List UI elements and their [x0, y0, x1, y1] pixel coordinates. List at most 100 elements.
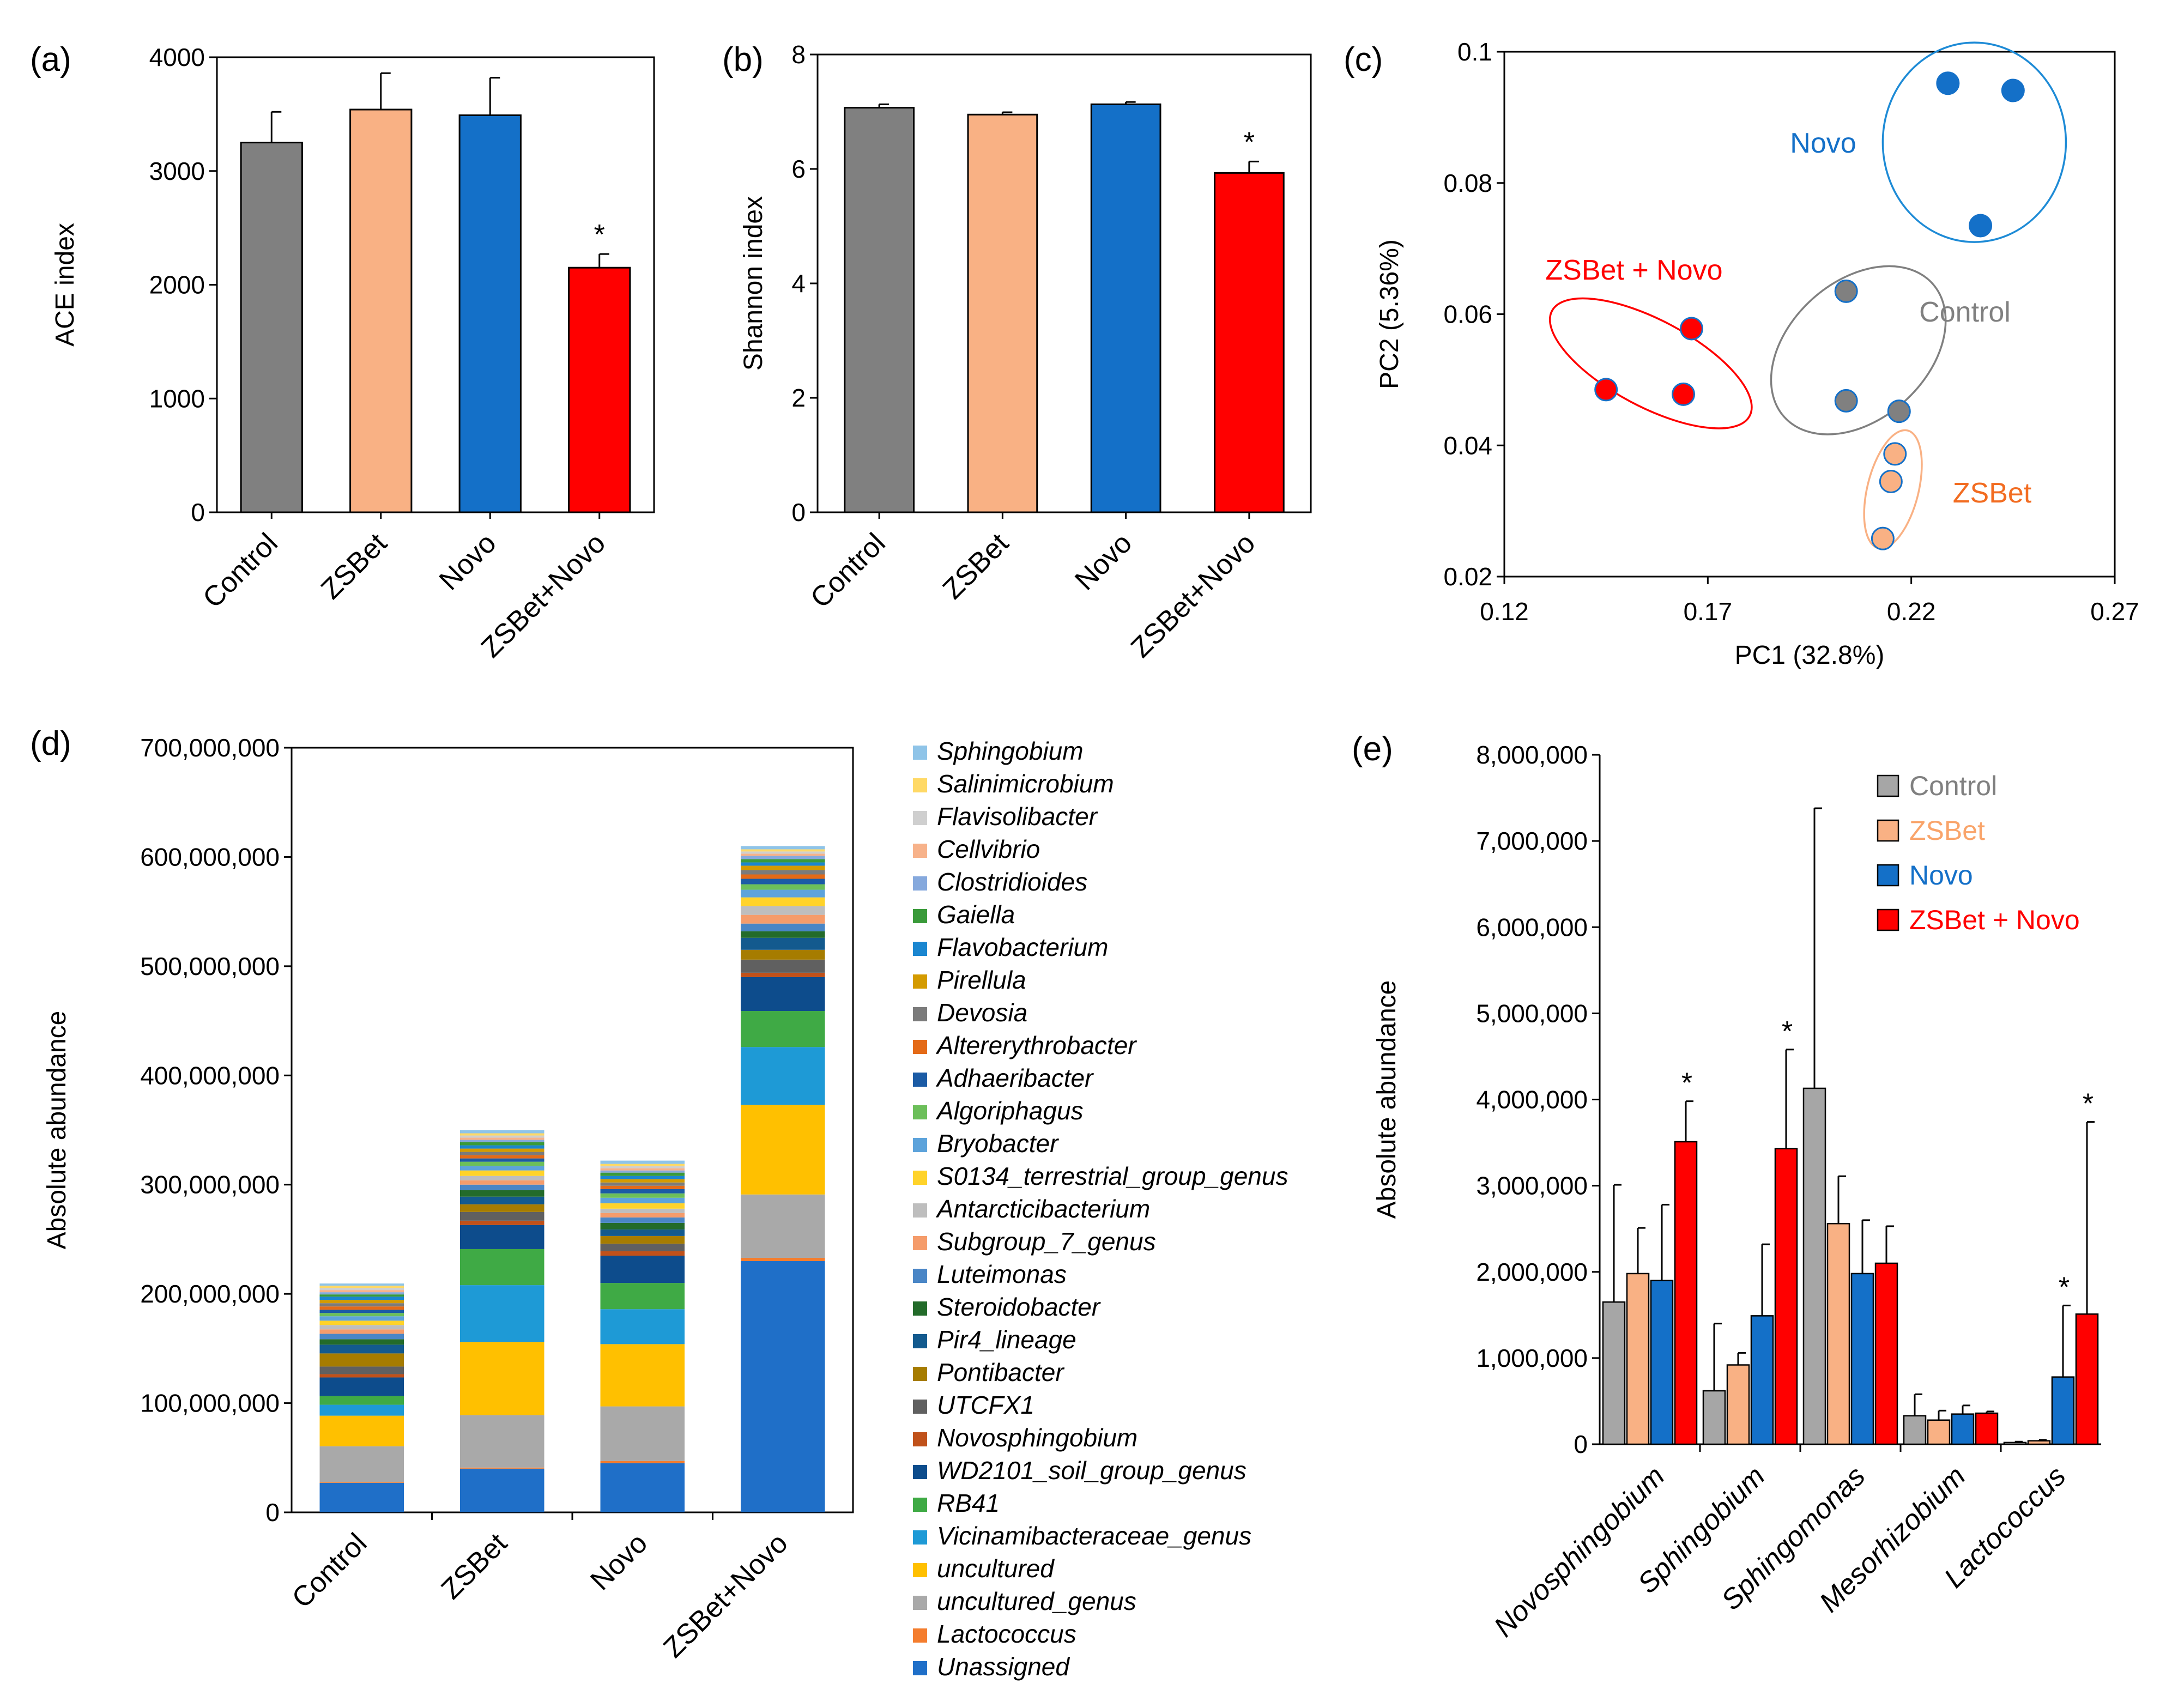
segment-pirellula: [741, 865, 825, 870]
bar-novo-sphingobium: [1750, 1315, 1774, 1445]
segment-subgroup_7_genus: [460, 1180, 544, 1185]
legend-label-luteimonas: Luteimonas: [937, 1260, 1067, 1288]
segment-sphingobium: [600, 1160, 685, 1164]
segment-gaiella: [600, 1172, 685, 1176]
segment-salinimicrobium: [600, 1164, 685, 1166]
panel-c: (c) 0.02 0.04 0.06 0.08 0.1 0.12 0.17 0.22 0.27 PC…: [1344, 38, 2139, 670]
segment-gaiella: [319, 1294, 404, 1297]
panel-e-y-tick-label: 4,000,000: [1476, 1086, 1588, 1114]
legend-label-algoriphagus: Algoriphagus: [935, 1097, 1084, 1125]
segment-antarcticibacterium: [319, 1325, 404, 1330]
y-axis-title-b: Shannon index: [739, 196, 768, 371]
legend-label-bryobacter: Bryobacter: [937, 1129, 1059, 1158]
legend-swatch-zsbetnovo: [1877, 908, 1899, 931]
legend-swatch-altererythrobacter: [913, 1040, 927, 1054]
panel-e-y-tick-label: 7,000,000: [1476, 827, 1588, 855]
segment-pirellula: [460, 1148, 544, 1152]
legend-label-uncultured: uncultured: [937, 1554, 1055, 1583]
bar-control: [240, 142, 303, 513]
segment-lactococcus: [600, 1461, 685, 1463]
legend-label-clostridioides: Clostridioides: [937, 868, 1087, 896]
segment-rb41: [460, 1249, 544, 1286]
legend-label-antarcticibacterium: Antarcticibacterium: [935, 1195, 1150, 1223]
segment-clostridioides: [319, 1292, 404, 1295]
segment-bryobacter: [460, 1166, 544, 1171]
legend-label-flavisolibacter: Flavisolibacter: [937, 802, 1098, 831]
segment-cellvibrio: [460, 1137, 544, 1140]
segment-rb41: [741, 1011, 825, 1047]
panel-e-y-tick-label: 6,000,000: [1476, 913, 1588, 941]
segment-rb41: [600, 1283, 685, 1310]
segment-sphingobium: [319, 1283, 404, 1286]
legend-label-rb41: RB41: [937, 1489, 1000, 1517]
segment-cellvibrio: [741, 853, 825, 856]
panel-d-y-tick-label: 600,000,000: [140, 843, 280, 871]
bar-novo: [1090, 103, 1161, 513]
legend-swatch-luteimonas: [913, 1269, 927, 1283]
legend-swatch-gaiella: [913, 909, 927, 923]
panel-label-b: (b): [722, 41, 764, 78]
legend-swatch-novo: [1877, 864, 1899, 887]
bar-zsbetnovo-sphingobium: [1774, 1148, 1798, 1445]
segment-algoriphagus: [319, 1313, 404, 1317]
segment-clostridioides: [460, 1140, 544, 1142]
bar-zsbet-lactococcus: [2027, 1440, 2051, 1445]
segment-antarcticibacterium: [600, 1208, 685, 1213]
segment-s0134_terrestrial_group_genus: [741, 897, 825, 906]
segment-gaiella: [741, 859, 825, 863]
legend-label-zsbet: ZSBet: [1909, 815, 1985, 846]
segment-gaiella: [460, 1142, 544, 1146]
y-axis-title-d: Absolute abundance: [43, 1011, 71, 1250]
segment-s0134_terrestrial_group_genus: [460, 1170, 544, 1176]
segment-utcfx1: [319, 1366, 404, 1374]
point-zsbetnovo: [1594, 378, 1618, 402]
legend-label-devosia: Devosia: [937, 998, 1027, 1027]
bar-zsbet: [349, 108, 413, 513]
legend-label-gaiella: Gaiella: [937, 900, 1015, 929]
segment-unassigned: [600, 1463, 685, 1512]
panel-label-c: (c): [1344, 41, 1383, 78]
group-label-novo: Novo: [1790, 128, 1856, 159]
segment-salinimicrobium: [460, 1133, 544, 1136]
panel-c-x-tick-label: 0.27: [2090, 597, 2139, 626]
segment-pir4_lineage: [460, 1196, 544, 1204]
segment-uncultured_genus: [741, 1194, 825, 1258]
segment-steroidobacter: [460, 1190, 544, 1197]
segment-devosia: [600, 1182, 685, 1186]
segment-adhaeribacter: [319, 1310, 404, 1313]
point-zsbet: [1871, 526, 1895, 550]
legend-label-subgroup_7_genus: Subgroup_7_genus: [937, 1227, 1156, 1256]
legend-swatch-pir4_lineage: [913, 1334, 927, 1348]
significance-marker: *: [1681, 1068, 1692, 1099]
bar-zsbet: [967, 113, 1038, 513]
segment-uncultured: [319, 1415, 404, 1446]
segment-utcfx1: [600, 1243, 685, 1251]
legend-label-cellvibrio: Cellvibrio: [937, 835, 1040, 863]
bar-zsbet-mesorhizobium: [1927, 1419, 1951, 1445]
legend-label-pirellula: Pirellula: [937, 966, 1026, 994]
segment-pir4_lineage: [741, 937, 825, 950]
segment-cellvibrio: [600, 1168, 685, 1171]
panel-d-y-tick-label: 0: [265, 1498, 280, 1527]
segment-devosia: [319, 1303, 404, 1307]
segment-utcfx1: [460, 1212, 544, 1221]
legend-swatch-novosphingobium: [913, 1432, 927, 1446]
panel-c-y-tick-label: 0.06: [1443, 300, 1492, 329]
legend-swatch-flavobacterium: [913, 942, 927, 956]
panel-e-y-tick-label: 8,000,000: [1476, 741, 1588, 769]
legend-swatch-antarcticibacterium: [913, 1203, 927, 1218]
ellipse-novo: [1881, 41, 2067, 243]
segment-algoriphagus: [460, 1161, 544, 1166]
ellipse-zsbetnovo: [1548, 297, 1753, 429]
bar-control: [844, 107, 915, 513]
panel-b-y-tick-label: 0: [791, 498, 806, 526]
panel-c-x-tick-label: 0.17: [1684, 597, 1733, 626]
segment-s0134_terrestrial_group_genus: [319, 1321, 404, 1325]
segment-wd2101_soil_group_genus: [600, 1255, 685, 1283]
segment-unassigned: [460, 1468, 544, 1512]
panel-a-y-tick-label: 1000: [149, 384, 205, 413]
significance-marker: *: [1244, 126, 1255, 158]
legend-label-altererythrobacter: Altererythrobacter: [935, 1031, 1137, 1059]
bar-zsbetnovo: [568, 267, 631, 513]
segment-clostridioides: [600, 1170, 685, 1173]
